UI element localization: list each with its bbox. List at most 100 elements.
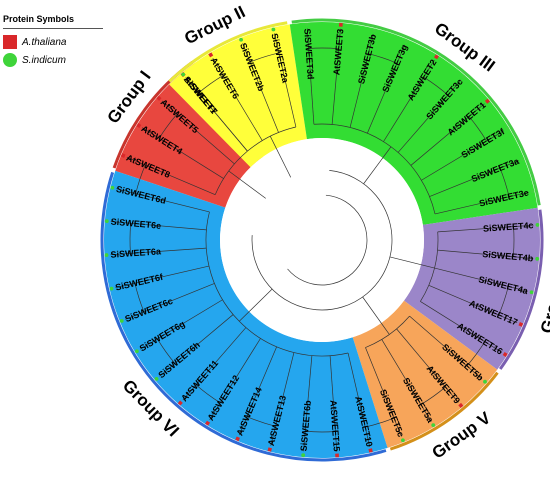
- branch: [126, 156, 216, 195]
- tip-marker: [235, 436, 240, 442]
- tip-marker: [368, 448, 373, 453]
- group-ring: [291, 18, 541, 206]
- tip-marker: [535, 256, 540, 261]
- branch: [383, 60, 435, 142]
- branch: [116, 188, 210, 213]
- tip-marker: [104, 219, 109, 224]
- branch: [410, 103, 485, 166]
- tip-marker: [401, 438, 405, 443]
- tip-marker: [205, 420, 211, 426]
- tip-marker: [335, 453, 339, 458]
- tip-marker: [120, 153, 126, 158]
- group-sector: [352, 300, 498, 448]
- branch: [242, 43, 279, 133]
- tip-marker: [119, 319, 124, 323]
- group-ring: [498, 209, 544, 370]
- tip-marker: [208, 52, 214, 58]
- tip-marker: [433, 54, 439, 60]
- branch: [349, 34, 374, 128]
- tip-marker: [271, 27, 276, 32]
- group-sector: [169, 24, 307, 168]
- legend-title: Protein Symbols: [3, 14, 75, 24]
- legend-label-athaliana: A.thaliana: [22, 36, 67, 48]
- tip-label: AtSWEET3: [331, 28, 345, 75]
- branch: [140, 299, 223, 350]
- branch: [306, 28, 315, 125]
- tip-marker: [484, 98, 491, 104]
- tip-marker: [404, 39, 409, 44]
- tip-marker: [136, 123, 142, 129]
- tip-marker: [301, 453, 306, 458]
- tip-label: SiSWEET4b: [482, 249, 534, 263]
- branch: [437, 249, 534, 259]
- tip-marker: [154, 376, 159, 381]
- branch: [110, 221, 207, 231]
- group-ring: [168, 21, 288, 83]
- branch: [115, 265, 210, 289]
- legend-item-sindicum: S.indicum: [3, 51, 103, 69]
- tip-marker: [372, 28, 377, 33]
- branch: [434, 191, 529, 215]
- tip-marker: [338, 22, 343, 27]
- tip-label: AtSWEET15: [328, 400, 342, 452]
- group-sector: [289, 22, 538, 225]
- tip-label: SiSWEET6a: [110, 246, 162, 260]
- tip-marker: [535, 223, 540, 227]
- branch: [209, 338, 261, 420]
- branch: [182, 327, 247, 401]
- tip-marker: [267, 447, 272, 452]
- tip-marker: [529, 290, 534, 295]
- group-sector: [115, 62, 263, 208]
- tip-marker: [458, 402, 464, 409]
- tip-marker: [239, 37, 243, 42]
- legend-item-athaliana: A.thaliana: [3, 33, 103, 51]
- tip-marker: [461, 75, 466, 79]
- tip-label: SiSWEET6e: [110, 217, 161, 231]
- tip-marker: [104, 253, 109, 257]
- group-ring: [389, 371, 499, 451]
- branch: [110, 247, 207, 256]
- branch: [428, 285, 518, 324]
- branch: [161, 100, 235, 165]
- branch: [273, 33, 297, 128]
- tip-marker: [530, 189, 535, 194]
- branch: [185, 77, 248, 152]
- legend-divider: [3, 28, 103, 29]
- tip-label: SiSWEET6b: [299, 399, 313, 451]
- tip-marker: [483, 379, 487, 384]
- tip-marker: [177, 400, 183, 406]
- branch: [397, 79, 462, 153]
- branch: [437, 224, 534, 233]
- tip-marker: [502, 351, 508, 357]
- branch: [142, 127, 224, 179]
- branch: [303, 355, 313, 452]
- branch: [365, 347, 402, 437]
- tip-marker: [431, 423, 436, 428]
- branch: [238, 346, 277, 436]
- tip-marker: [156, 95, 162, 101]
- branch: [409, 315, 483, 380]
- tip-marker: [134, 349, 139, 354]
- branch: [329, 355, 338, 452]
- group-ring: [100, 171, 387, 462]
- athaliana-square-icon: [3, 35, 17, 49]
- tip-label: SiSWEET4c: [483, 220, 534, 233]
- branch: [421, 130, 504, 181]
- branch: [347, 352, 371, 447]
- branch: [125, 283, 215, 320]
- branch: [212, 58, 263, 141]
- tip-marker: [505, 126, 510, 131]
- tip-marker: [305, 22, 309, 27]
- tip-marker: [520, 157, 525, 161]
- tip-marker: [181, 72, 186, 77]
- branch: [396, 328, 459, 403]
- tip-marker: [518, 322, 524, 327]
- sindicum-circle-icon: [3, 53, 17, 67]
- branch: [429, 160, 519, 197]
- branch: [331, 28, 341, 125]
- tip-marker: [110, 185, 115, 190]
- branch: [159, 314, 234, 377]
- tip-marker: [109, 286, 114, 291]
- branch: [270, 352, 295, 446]
